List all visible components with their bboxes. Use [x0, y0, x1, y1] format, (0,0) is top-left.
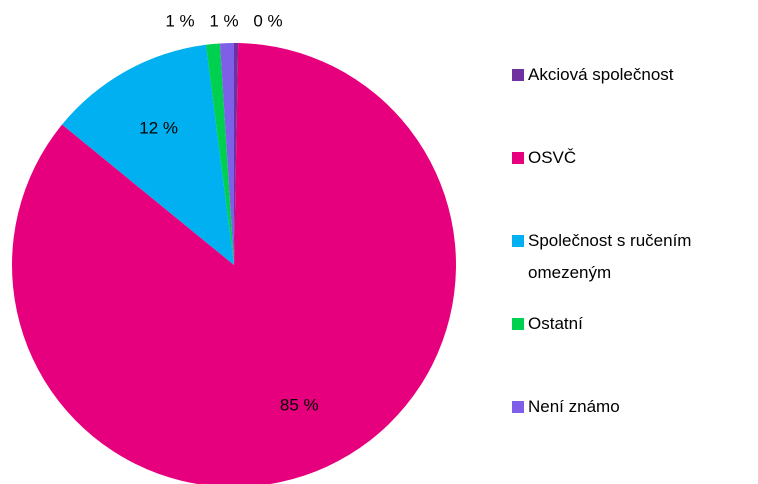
legend-item: Společnost s ručením omezeným [512, 225, 742, 289]
legend-label: OSVČ [528, 148, 577, 167]
legend-item: Akciová společnost [512, 59, 742, 91]
pie-slice [219, 43, 234, 265]
data-label: 12 % [139, 119, 178, 138]
legend-label: Akciová společnost [528, 65, 674, 84]
data-label: 0 % [253, 11, 282, 30]
legend-item: Ostatní [512, 308, 742, 340]
legend-swatch [512, 318, 524, 330]
pie-slice [205, 43, 234, 266]
legend-item: Není známo [512, 391, 742, 423]
data-label: 1 % [209, 11, 238, 30]
legend-swatch [512, 152, 524, 164]
pie-area: 85 % 12 % 1 % 1 % 0 % [12, 11, 456, 484]
legend-label: Společnost s ručením omezeným [528, 231, 692, 282]
data-label: 1 % [165, 11, 194, 30]
legend-swatch [512, 235, 524, 247]
legend-label: Není známo [528, 397, 620, 416]
pie-slice [234, 43, 239, 265]
pie-slice [62, 44, 235, 265]
legend-swatch [512, 401, 524, 413]
legend-label: Ostatní [528, 314, 583, 333]
legend-swatch [512, 69, 524, 81]
pie-slice [12, 43, 456, 484]
legend-item: OSVČ [512, 142, 742, 174]
data-label: 85 % [280, 396, 319, 415]
